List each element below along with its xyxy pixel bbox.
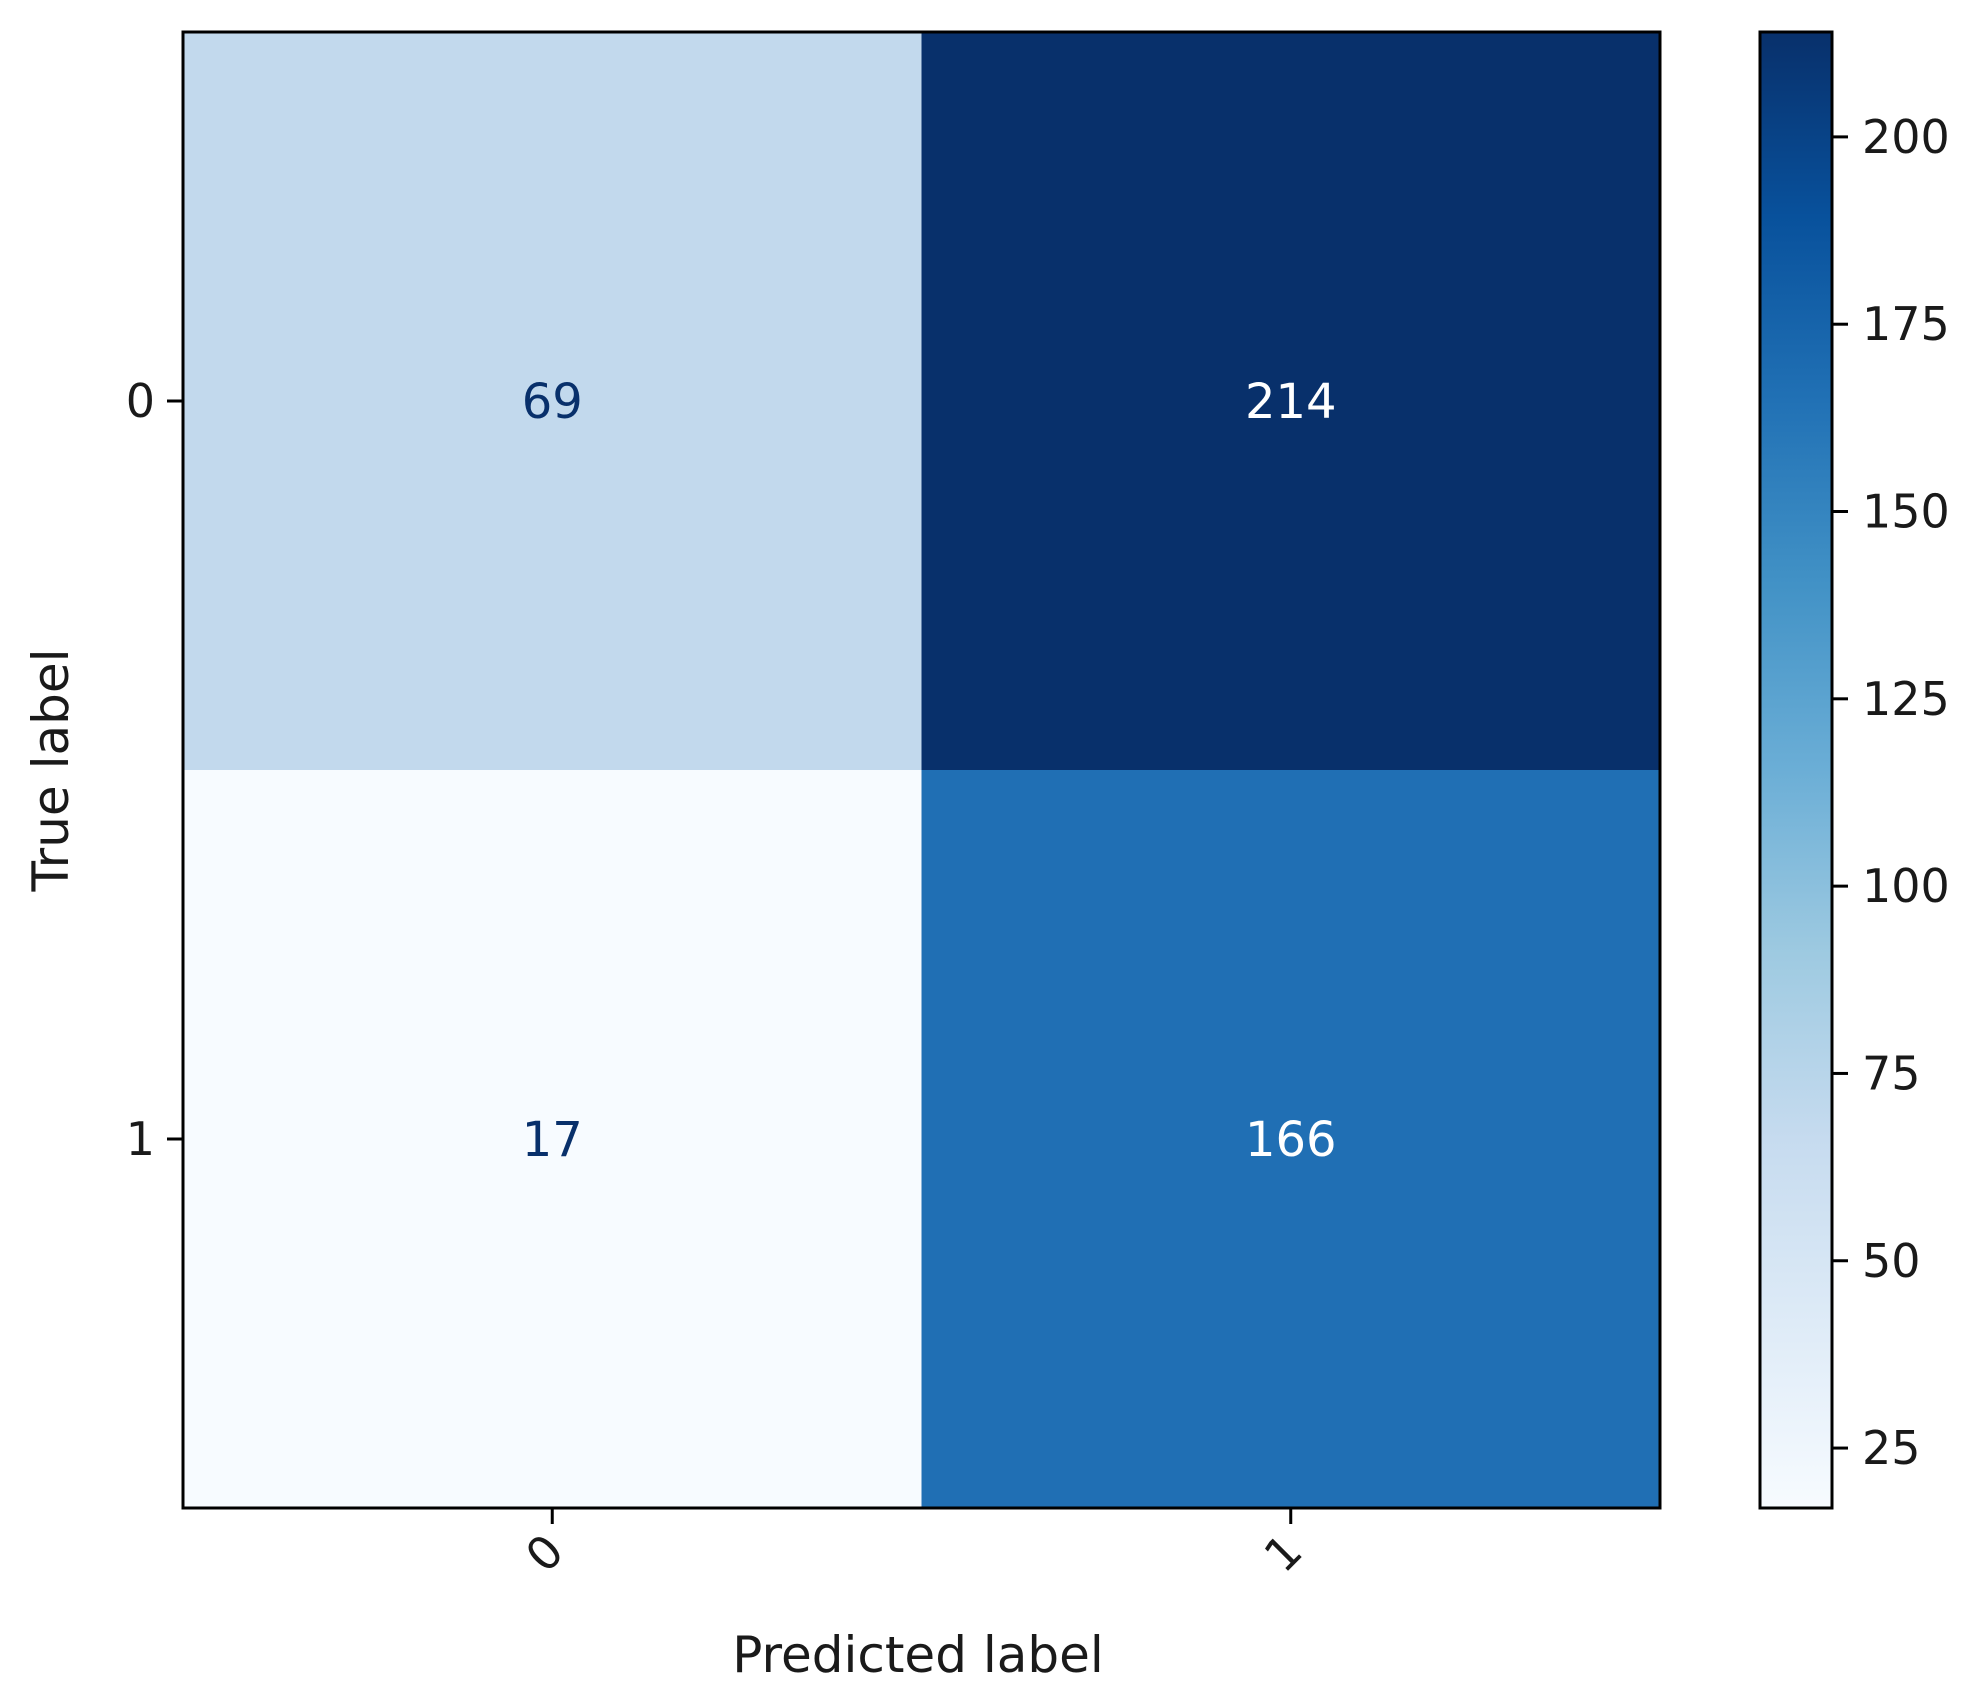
colorbar-ticks: 25 50 75 100 125 150 175 200	[1832, 110, 1950, 1475]
y-tick-label-1: 1	[126, 1112, 155, 1166]
y-axis-ticks: 01	[126, 374, 183, 1166]
colorbar-tick-label-50: 50	[1862, 1234, 1921, 1288]
cell-value-r1-c0: 17	[522, 1112, 583, 1168]
x-axis-title: Predicted label	[732, 1626, 1104, 1684]
x-tick-label-1: 1	[1254, 1524, 1313, 1583]
cell-value-r0-c1: 214	[1245, 374, 1337, 430]
heatmap-cell-r1-c1	[921, 770, 1661, 1509]
colorbar-tick-label-25: 25	[1862, 1421, 1921, 1475]
heatmap-cell-labels: 69 214 17 166	[522, 374, 1337, 1168]
colorbar-tick-label-150: 150	[1862, 485, 1950, 539]
cell-value-r1-c1: 166	[1245, 1112, 1337, 1168]
colorbar-tick-label-125: 125	[1862, 672, 1950, 726]
colorbar-tick-label-175: 175	[1862, 297, 1950, 351]
heatmap-cell-r1-c0	[183, 770, 922, 1509]
colorbar-tick-label-100: 100	[1862, 859, 1950, 913]
x-tick-label-0: 0	[515, 1524, 574, 1583]
heatmap-cells	[183, 32, 1661, 1509]
colorbar-tick-label-75: 75	[1862, 1046, 1921, 1100]
colorbar-gradient	[1758, 30, 1834, 1510]
heatmap-cell-r0-c1	[921, 32, 1661, 771]
cell-value-r0-c0: 69	[522, 374, 583, 430]
y-axis-title: True label	[22, 648, 80, 892]
plot-frame	[181, 30, 1662, 1510]
y-tick-label-0: 0	[126, 374, 155, 428]
colorbar-tick-label-200: 200	[1862, 110, 1950, 164]
heatmap-cell-r0-c0	[183, 32, 922, 771]
